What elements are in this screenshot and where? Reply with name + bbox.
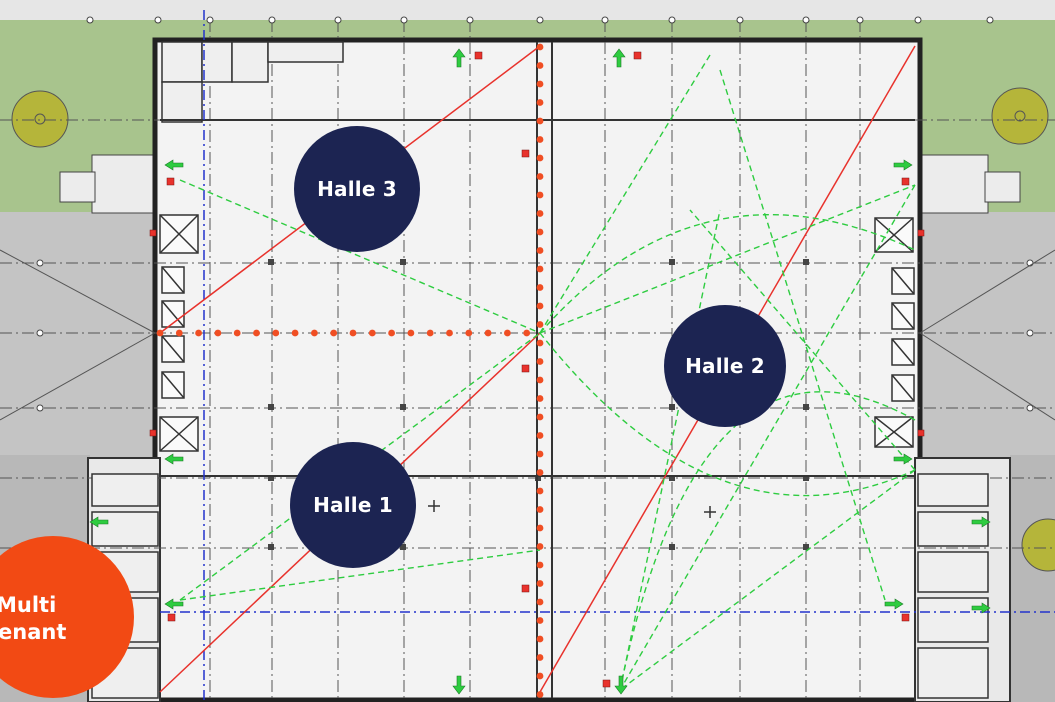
fire-wall-dot: [536, 672, 544, 680]
fire-wall-dot: [536, 413, 544, 421]
fire-wall-dot: [388, 329, 395, 337]
fire-wall-dot: [536, 117, 544, 125]
fire-wall-dot: [195, 329, 203, 337]
driveway-right: [915, 212, 1055, 462]
tenant-badge-line1: Multi: [0, 593, 57, 617]
fire-wall-dot: [536, 450, 544, 458]
fire-wall-dot: [536, 432, 544, 439]
fire-wall-dot: [311, 329, 318, 337]
fire-wall-dot: [214, 329, 222, 337]
driveway-right-lower: [1010, 455, 1055, 702]
tree-icon: [1021, 518, 1055, 572]
fire-wall-dot: [536, 469, 544, 476]
fire-wall-dot: [536, 654, 544, 661]
fire-wall-dot: [465, 329, 473, 337]
tenant-badge-line2: enant: [0, 620, 67, 644]
fire-wall-dot: [536, 635, 544, 643]
fire-wall-dot: [233, 329, 241, 337]
fire-wall-dot: [536, 43, 544, 51]
fire-wall-dot: [536, 228, 544, 236]
stair-block-right: [917, 154, 989, 214]
tree-icon: [11, 90, 69, 148]
fire-wall-dot: [536, 191, 544, 199]
fire-wall-dots: [156, 43, 544, 698]
fire-wall-dot: [536, 580, 544, 587]
road-markers: [428, 500, 716, 518]
fire-wall-dot: [523, 329, 531, 337]
fire-wall-dot: [536, 302, 544, 310]
driveway-left: [0, 212, 160, 462]
loading-doors-right: [874, 217, 915, 448]
fire-wall-dot: [536, 691, 544, 698]
fire-wall-dot: [407, 329, 415, 337]
fire-wall-dot: [536, 598, 544, 606]
fire-wall-dot: [349, 329, 357, 337]
fire-wall-dot: [536, 487, 544, 495]
hall-badge-halle-2: Halle 2: [664, 305, 786, 427]
exit-arrow-icon: [89, 48, 991, 695]
fire-wall-dot: [536, 62, 544, 69]
fire-wall-dot: [536, 173, 544, 180]
fire-wall-dot: [426, 329, 434, 337]
hall-badge-halle-1: Halle 1: [290, 442, 416, 568]
fire-wall-dot: [536, 506, 544, 513]
hall-badge-halle-3: Halle 3: [294, 126, 420, 252]
fire-wall-dot: [368, 329, 376, 337]
dock-ramps: [0, 249, 1055, 421]
entrance-block-right: [984, 171, 1021, 203]
fire-wall-dot: [536, 524, 544, 532]
fire-wall-dot: [484, 329, 492, 337]
stair-block-left: [91, 154, 163, 214]
fire-wall-dot: [536, 561, 544, 569]
multi-tenant-badge: Multi enant: [0, 536, 134, 698]
fire-wall-dot: [536, 376, 544, 384]
fire-wall-dot: [536, 136, 544, 143]
fire-wall-dot: [536, 321, 544, 328]
escape-routes: [179, 54, 916, 691]
fire-wall-dot: [504, 329, 511, 337]
fire-wall-dot: [253, 329, 260, 337]
fire-wall-dot: [272, 329, 280, 337]
fire-wall-dot: [536, 617, 544, 624]
top-strip: [0, 0, 1055, 20]
fire-wall-dot: [330, 329, 338, 337]
fire-extinguisher-icon: [149, 51, 925, 688]
fire-wall-dot: [536, 154, 544, 162]
fire-wall-dot: [536, 247, 544, 254]
axis-lines-blue: [160, 10, 1055, 700]
fire-wall-dot: [536, 395, 544, 402]
fire-wall-dot: [536, 265, 544, 273]
fire-wall-dot: [536, 358, 544, 365]
top-offices: [161, 41, 344, 123]
fire-wall-dot: [446, 329, 453, 337]
tree-icon: [991, 87, 1049, 145]
fire-wall-dot: [536, 210, 544, 217]
fire-wall-dot: [156, 329, 164, 337]
fire-wall-dot: [536, 99, 544, 106]
fire-wall-dot: [291, 329, 299, 337]
fire-wall-dot: [536, 284, 544, 291]
fire-wall-dot: [536, 80, 544, 88]
entrance-block-left: [59, 171, 96, 203]
fire-wall-dot: [536, 543, 544, 550]
fire-wall-dot: [536, 339, 544, 347]
bottom-right-offices: [917, 473, 989, 699]
fire-wall-dot: [175, 329, 183, 337]
